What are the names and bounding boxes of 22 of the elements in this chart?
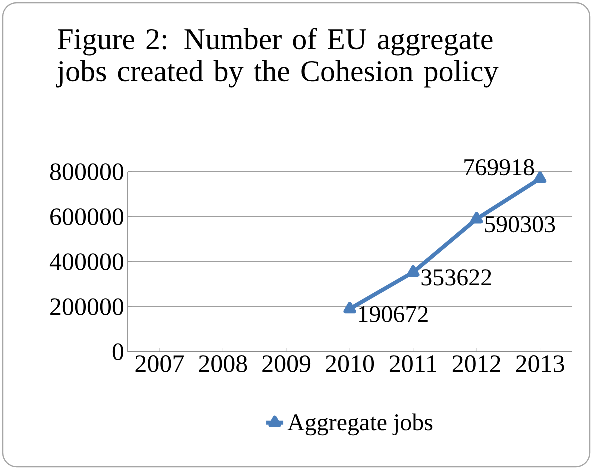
y-tick-label: 400000 (50, 254, 124, 270)
x-tick-label: 2011 (390, 356, 436, 372)
y-tick-label: 0 (112, 344, 124, 360)
point (470, 212, 484, 224)
data-label: 769918 (464, 159, 534, 176)
data-label: 190672 (359, 306, 428, 322)
chart-title: Figure 2: Number of EU aggregate jobs created by the Cohesion policy (56, 28, 499, 88)
legend-label: Aggregate jobs (288, 414, 433, 436)
point (534, 172, 547, 184)
y-tick-label: 600000 (50, 208, 124, 226)
data-label: 590303 (485, 216, 556, 233)
y-tick-label: 200000 (50, 298, 124, 316)
x-tick-label: 2012 (452, 356, 500, 372)
point (407, 265, 420, 277)
point (344, 302, 356, 314)
x-tick-label: 2010 (326, 356, 374, 372)
x-tick-label: 2007 (136, 356, 184, 372)
data-label: 353622 (422, 270, 492, 286)
y-tick-label: 800000 (50, 164, 124, 180)
x-tick-label: 2008 (199, 356, 248, 372)
x-tick-label: 2009 (262, 356, 311, 372)
x-tick-label: 2013 (516, 356, 564, 372)
